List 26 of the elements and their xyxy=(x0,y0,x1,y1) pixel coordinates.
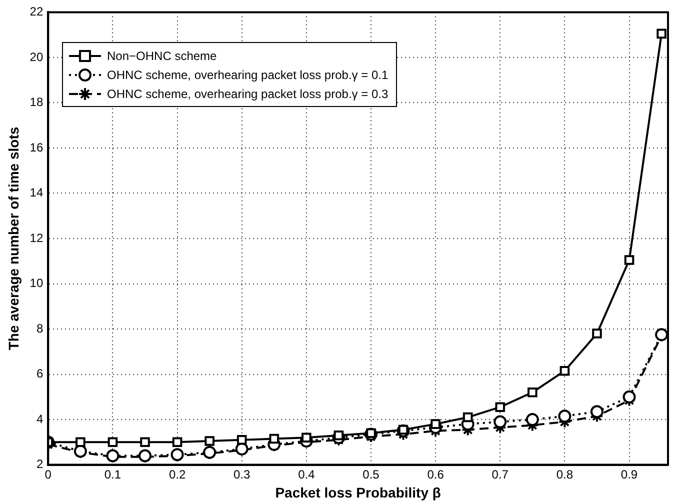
y-tick-label: 18 xyxy=(30,95,44,110)
y-tick-label: 10 xyxy=(30,276,44,290)
x-tick-label: 0.3 xyxy=(234,467,251,482)
y-axis-title: The average number of time slots xyxy=(5,126,22,350)
x-tick-label: 0.5 xyxy=(362,467,380,482)
y-tick-label: 8 xyxy=(36,321,44,336)
y-tick-label: 4 xyxy=(36,412,44,426)
y-tick-label: 22 xyxy=(30,4,44,19)
y-tick-label: 14 xyxy=(30,186,44,200)
x-axis-title: Packet loss Probability β xyxy=(275,484,442,500)
y-tick-label: 20 xyxy=(30,50,44,64)
x-tick-label: 0.1 xyxy=(104,467,122,482)
y-tick-label: 16 xyxy=(30,140,44,154)
x-tick-label: 0.8 xyxy=(556,467,574,482)
y-tick-label: 6 xyxy=(36,366,44,381)
x-tick-label: 0.6 xyxy=(427,467,444,482)
y-tick-label: 2 xyxy=(36,457,44,472)
x-tick-label: 0.2 xyxy=(168,467,186,482)
x-tick-label: 0.7 xyxy=(492,467,509,482)
legend-label: Non−OHNC scheme xyxy=(107,48,217,62)
x-tick-label: 0.9 xyxy=(620,467,638,482)
legend-label: OHNC scheme, overhearing packet loss prob.γ = 0.3 xyxy=(107,86,388,100)
y-tick-label: 12 xyxy=(30,230,44,245)
x-tick-label: 0 xyxy=(44,467,52,482)
legend-label: OHNC scheme, overhearing packet loss prob.γ = 0.1 xyxy=(107,68,388,82)
x-tick-label: 0.4 xyxy=(298,467,316,482)
